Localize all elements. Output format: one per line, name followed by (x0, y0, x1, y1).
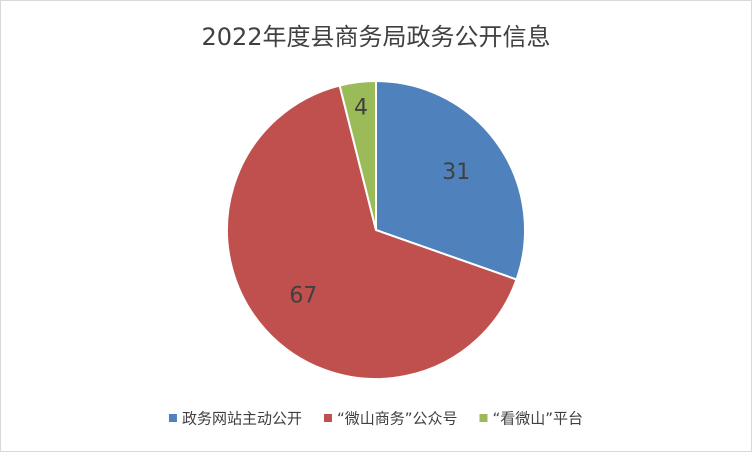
pie-slice (226, 84, 518, 380)
legend-marker (479, 414, 488, 422)
data-label: 4 (354, 96, 368, 121)
legend-marker (168, 414, 177, 422)
legend-label: “微山商务”公众号 (337, 410, 458, 428)
pie-slice (338, 79, 377, 231)
data-label: 67 (289, 283, 317, 308)
data-label: 31 (442, 160, 470, 185)
legend-label: 政务网站主动公开 (182, 410, 302, 428)
legend-marker (323, 414, 332, 422)
pie-slice (375, 79, 526, 281)
chart-title: 2022年度县商务局政务公开信息 (201, 23, 550, 51)
legend-label: “看微山”平台 (493, 410, 584, 428)
